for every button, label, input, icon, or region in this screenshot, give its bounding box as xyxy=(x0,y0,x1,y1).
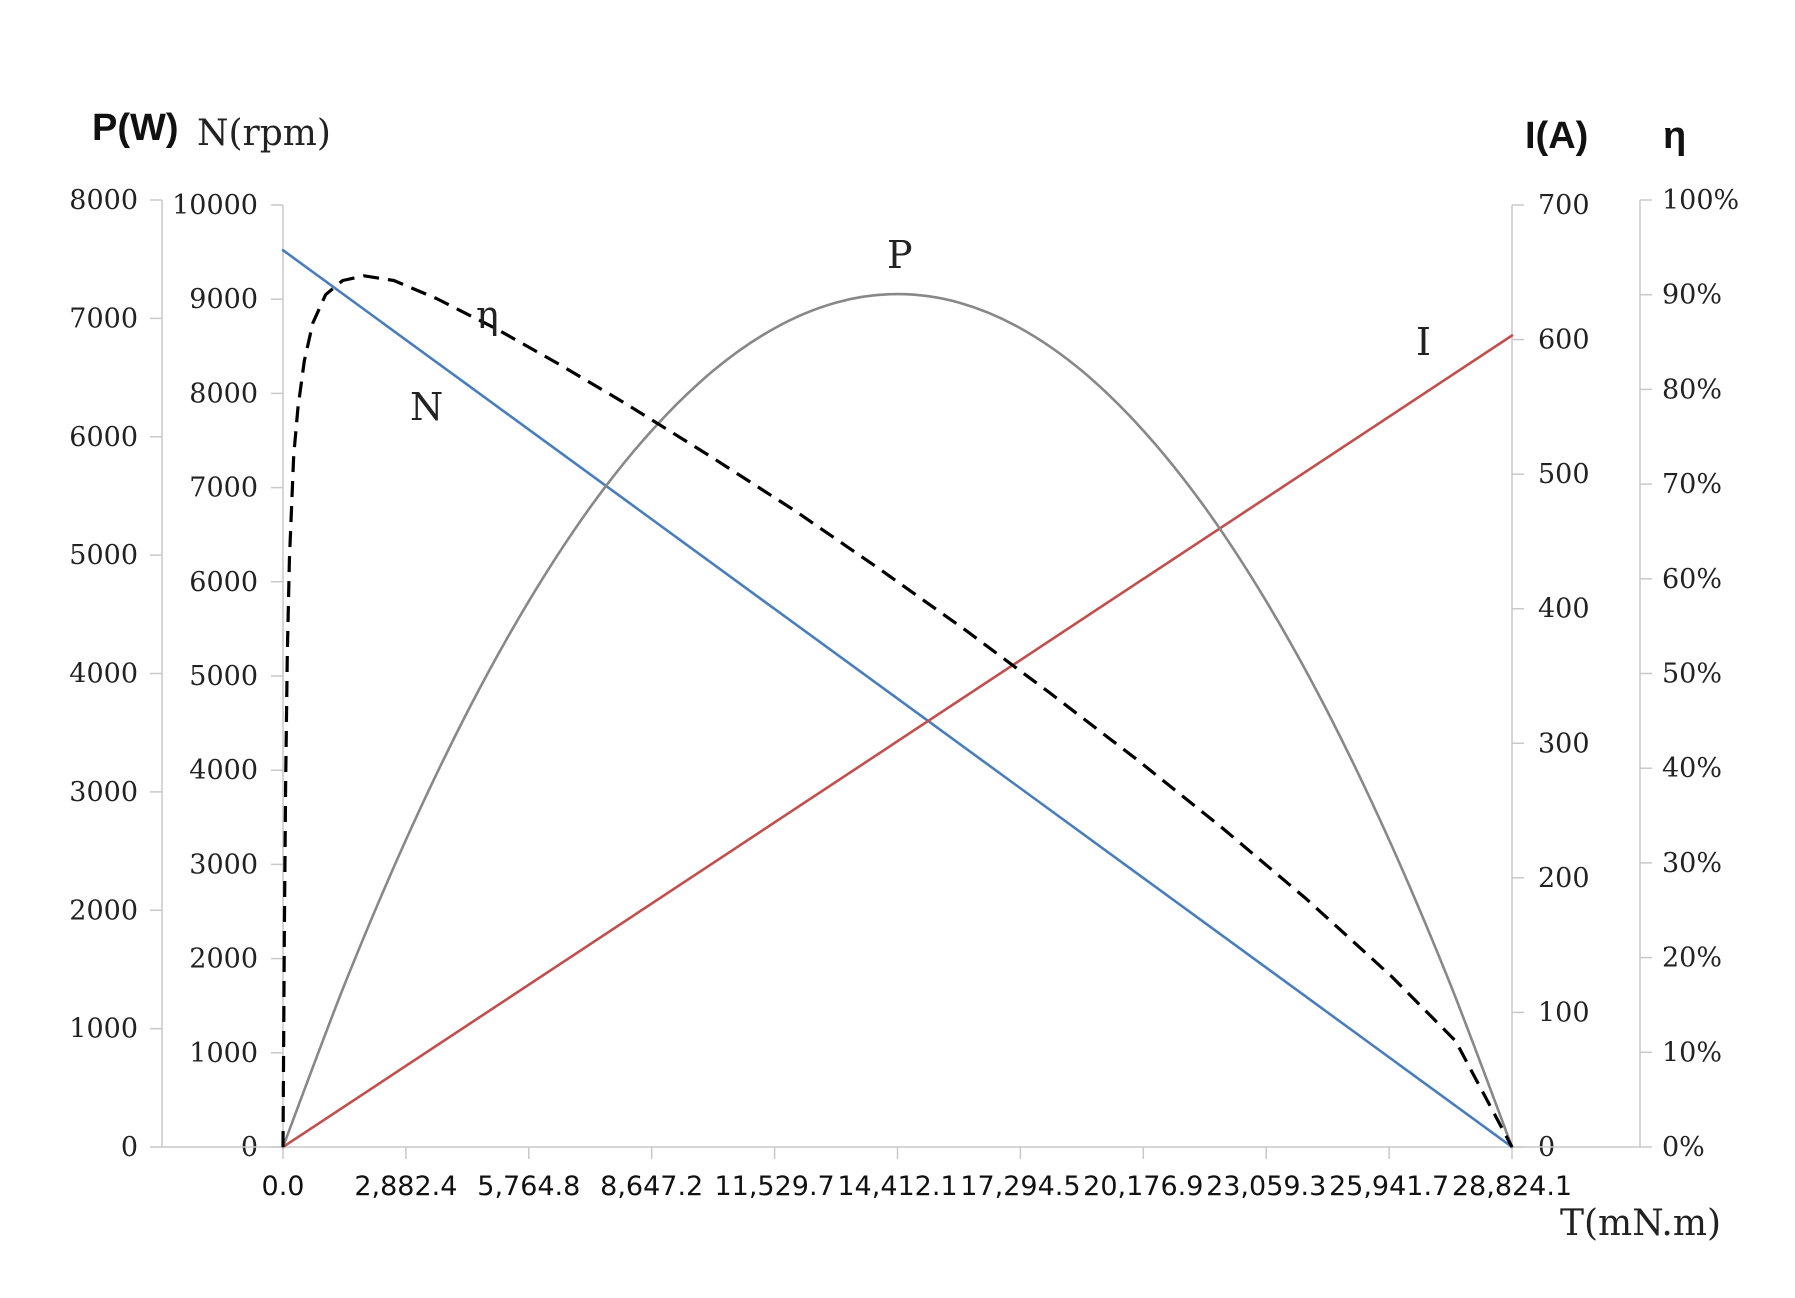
x-axis-title: T(mN.m) xyxy=(1560,1203,1721,1244)
x-axis-tick-label: 20,176.9 xyxy=(1083,1171,1203,1202)
eta-axis-tick-label: 80% xyxy=(1662,374,1722,405)
series-line-p xyxy=(281,292,1514,1149)
n-axis-tick-label: 5000 xyxy=(189,661,258,692)
eta-axis-tick-label: 20% xyxy=(1662,943,1722,974)
p-axis-title: P(W) xyxy=(92,107,179,149)
n-axis-tick-label: 2000 xyxy=(189,944,258,975)
eta-axis-tick-label: 10% xyxy=(1662,1037,1722,1068)
series-line-i xyxy=(281,334,1514,1149)
i-axis-tick-label: 300 xyxy=(1538,728,1590,759)
series-label-p: P xyxy=(887,233,913,277)
eta-axis-tick-label: 30% xyxy=(1662,848,1722,879)
eta-axis-tick-label: 50% xyxy=(1662,659,1722,690)
p-axis-tick-label: 5000 xyxy=(69,540,138,571)
i-axis-tick-label: 400 xyxy=(1538,594,1590,625)
x-axis-tick-label: 28,824.1 xyxy=(1452,1171,1572,1202)
series-line-eta xyxy=(281,274,1514,1148)
p-axis-tick-label: 0 xyxy=(121,1132,138,1163)
series-label-eta: η xyxy=(476,293,499,337)
x-axis-tick-label: 0.0 xyxy=(262,1171,305,1202)
eta-axis-tick-label: 60% xyxy=(1662,564,1722,595)
n-axis-tick-label: 4000 xyxy=(189,755,258,786)
eta-axis-tick-label: 100% xyxy=(1662,185,1739,216)
p-axis-tick-label: 8000 xyxy=(69,185,138,216)
x-axis-tick-label: 2,882.4 xyxy=(354,1171,457,1202)
labels-layer: P(W) N(rpm) I(A) η T(mN.m) N η P I xyxy=(92,107,1721,1244)
series-label-i: I xyxy=(1416,320,1431,364)
i-axis-tick-label: 700 xyxy=(1538,190,1590,221)
eta-axis-tick-label: 0% xyxy=(1662,1132,1705,1163)
p-axis-tick-label: 7000 xyxy=(69,303,138,334)
p-axis-tick-label: 4000 xyxy=(69,659,138,690)
p-axis-tick-label: 2000 xyxy=(69,895,138,926)
i-axis-tick-label: 500 xyxy=(1538,459,1590,490)
n-axis-tick-label: 3000 xyxy=(189,849,258,880)
eta-axis-title: η xyxy=(1663,115,1686,157)
x-axis-tick-label: 8,647.2 xyxy=(600,1171,703,1202)
p-axis-tick-label: 3000 xyxy=(69,777,138,808)
series-layer xyxy=(281,248,1514,1149)
p-axis-tick-label: 6000 xyxy=(69,422,138,453)
eta-axis-tick-label: 70% xyxy=(1662,469,1722,500)
axes-layer: 0100020003000400050006000700080000100020… xyxy=(69,185,1739,1202)
x-axis-tick-label: 14,412.1 xyxy=(837,1171,957,1202)
i-axis-tick-label: 100 xyxy=(1538,997,1590,1028)
n-axis-tick-label: 8000 xyxy=(189,378,258,409)
x-axis-tick-label: 25,941.7 xyxy=(1329,1171,1449,1202)
n-axis-title: N(rpm) xyxy=(197,113,331,154)
x-axis-tick-label: 5,764.8 xyxy=(477,1171,580,1202)
n-axis-tick-label: 7000 xyxy=(189,473,258,504)
i-axis-tick-label: 200 xyxy=(1538,863,1590,894)
x-axis-tick-label: 17,294.5 xyxy=(960,1171,1080,1202)
i-axis-title: I(A) xyxy=(1525,115,1588,157)
n-axis-tick-label: 9000 xyxy=(189,284,258,315)
x-axis-tick-label: 11,529.7 xyxy=(714,1171,834,1202)
n-axis-tick-label: 10000 xyxy=(172,190,258,221)
series-label-n: N xyxy=(410,385,443,429)
n-axis-tick-label: 6000 xyxy=(189,567,258,598)
eta-axis-tick-label: 40% xyxy=(1662,753,1722,784)
x-axis-tick-label: 23,059.3 xyxy=(1206,1171,1326,1202)
p-axis-tick-label: 1000 xyxy=(69,1014,138,1045)
i-axis-tick-label: 600 xyxy=(1538,325,1590,356)
series-line-n xyxy=(281,248,1514,1149)
n-axis-tick-label: 1000 xyxy=(189,1038,258,1069)
eta-axis-tick-label: 90% xyxy=(1662,280,1722,311)
